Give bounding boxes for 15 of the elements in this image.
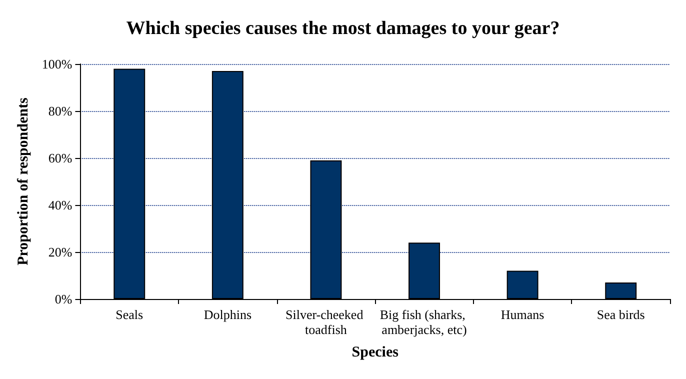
y-tick-label: 80%: [48, 104, 72, 118]
y-tick-label: 20%: [48, 244, 72, 260]
y-axis-title: Proportion of respondents: [16, 97, 32, 266]
y-tick-label: 100%: [42, 56, 72, 72]
x-axis-title: Species: [352, 344, 399, 360]
x-tick-label: Silver-cheeked toadfish: [285, 307, 366, 337]
x-tick-label: Big fish (sharks, amberjacks, etc): [380, 307, 469, 337]
y-tick-label: 0%: [54, 292, 72, 306]
x-tick-label: Humans: [500, 307, 544, 322]
x-tick-label: Sea birds: [596, 307, 645, 322]
x-tick-label: Seals: [116, 307, 144, 322]
x-tick-label: Dolphins: [204, 307, 252, 322]
chart-title: Which species causes the most damages to your gear?: [126, 18, 560, 39]
y-tick-label: 60%: [48, 150, 72, 166]
y-tick-label: 40%: [48, 198, 72, 212]
